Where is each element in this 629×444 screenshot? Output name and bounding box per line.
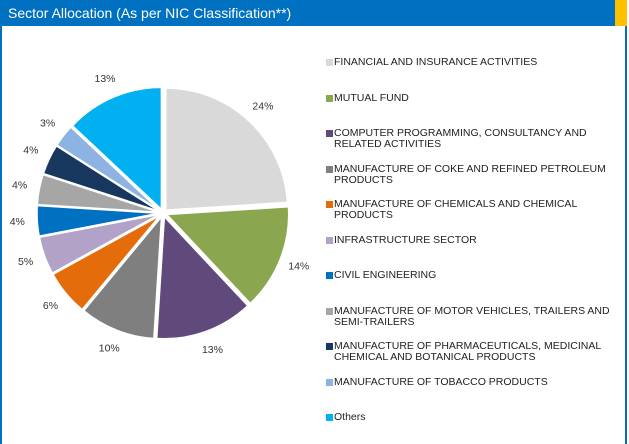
legend-label: Others (334, 411, 366, 423)
data-label: 14% (288, 261, 309, 273)
data-label: 24% (252, 100, 273, 112)
data-label: 13% (202, 344, 223, 356)
pie-slice (38, 213, 160, 275)
legend-swatch (326, 59, 333, 66)
data-label: 10% (99, 343, 120, 355)
legend-label: MUTUAL FUND (334, 91, 409, 104)
header-accent (615, 0, 627, 26)
pie-slice (82, 214, 163, 340)
data-label: 4% (23, 145, 38, 157)
legend-swatch (326, 343, 333, 350)
panel-border (625, 26, 627, 444)
legend-label: MANUFACTURE OF TOBACCO PRODUCTS (334, 375, 548, 388)
data-label: 6% (43, 300, 58, 312)
pie-slice (55, 125, 161, 212)
legend-swatch (326, 165, 333, 173)
legend-label: COMPUTER PROGRAMMING, CONSULTANCY AND RE… (334, 127, 587, 150)
pie-slice (36, 173, 160, 213)
chart-title: Sector Allocation (As per NIC Classifica… (8, 5, 292, 21)
pie-slice (164, 87, 289, 211)
legend-swatch (326, 130, 333, 137)
legend-label: MANUFACTURE OF CHEMICALS AND CHEMICAL PR… (334, 198, 577, 221)
pie-slice (42, 144, 160, 213)
legend-swatch (326, 201, 333, 208)
data-label: 4% (10, 216, 25, 228)
legend-swatch (326, 414, 333, 421)
legend-label: MANUFACTURE OF MOTOR VEHICLES, TRAILERS … (334, 304, 610, 328)
legend-swatch (326, 236, 333, 244)
data-label: 5% (18, 256, 33, 268)
data-label: 13% (95, 73, 116, 85)
legend-label: FINANCIAL AND INSURANCE ACTIVITIES (334, 56, 538, 68)
pie-slice (165, 206, 290, 305)
data-label: 3% (40, 117, 55, 129)
pie-slice (36, 204, 160, 237)
legend-swatch (326, 378, 333, 386)
pie-slice (51, 214, 161, 311)
pie-slice (71, 86, 163, 212)
legend-label: INFRASTRUCTURE SECTOR (334, 233, 477, 246)
legend-label: CIVIL ENGINEERING (334, 269, 437, 281)
legend-swatch (326, 272, 333, 279)
legend-label: MANUFACTURE OF PHARMACEUTICALS, MEDICINA… (334, 340, 601, 363)
panel-header: Sector Allocation (As per NIC Classifica… (0, 0, 615, 26)
legend-label: MANUFACTURE OF COKE AND REFINED PETROLEU… (334, 162, 606, 186)
legend-swatch (326, 307, 333, 315)
pie-slice (155, 214, 249, 340)
data-label: 4% (12, 179, 27, 191)
panel-border (0, 26, 2, 444)
legend-swatch (326, 94, 333, 102)
